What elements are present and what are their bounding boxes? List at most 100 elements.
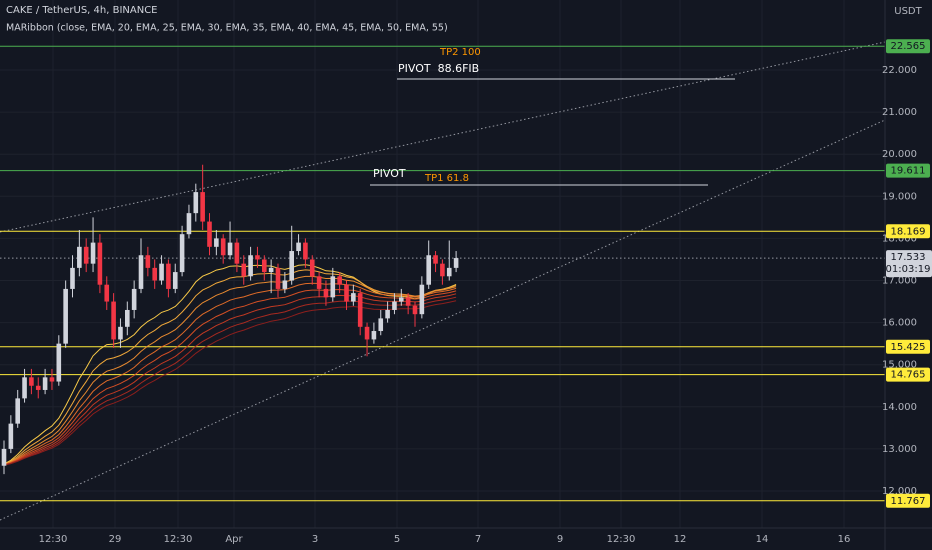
candle-body <box>399 297 404 302</box>
y-tick-label: 14.000 <box>882 402 917 413</box>
candle-body <box>344 284 349 302</box>
x-tick-label: 29 <box>109 534 122 545</box>
candle-body <box>419 284 425 315</box>
candle-body <box>145 255 151 268</box>
candle-body <box>200 192 205 222</box>
level-label-box <box>886 339 930 354</box>
currency-label: USDT <box>894 6 922 17</box>
candle-body <box>214 238 219 247</box>
candle-body <box>42 377 48 390</box>
candle-body <box>70 267 75 289</box>
candle-body <box>15 398 20 424</box>
candle-body <box>330 276 336 298</box>
countdown-label: 01:03:19 <box>886 264 931 275</box>
candle-body <box>371 331 377 340</box>
candle-body <box>77 246 82 268</box>
candle-body <box>440 263 445 277</box>
y-tick-label: 22.000 <box>882 65 917 76</box>
x-tick-label: 12 <box>674 534 687 545</box>
ma-ribbon-line <box>3 288 457 466</box>
candle-body <box>166 263 171 289</box>
ma-ribbon-line <box>3 300 457 466</box>
candle-body <box>125 309 130 327</box>
candle-body <box>275 267 281 289</box>
candle-body <box>193 192 199 214</box>
candle-body <box>179 234 185 273</box>
y-tick-label: 15.000 <box>882 360 917 371</box>
level-label: 14.765 <box>891 370 926 381</box>
x-tick-label: 12:30 <box>39 534 68 545</box>
candle-body <box>282 280 288 289</box>
candle-body <box>309 259 315 277</box>
candle-body <box>268 267 274 273</box>
x-tick-label: 14 <box>756 534 769 545</box>
level-label: 22.565 <box>891 41 926 52</box>
x-tick-label: 9 <box>557 534 563 545</box>
level-label-box <box>886 493 930 508</box>
x-tick-label: 12:30 <box>164 534 193 545</box>
candle-body <box>392 301 397 310</box>
candle-body <box>241 263 247 277</box>
candle-body <box>227 242 233 256</box>
candle-body <box>248 255 253 277</box>
candle-body <box>234 242 240 264</box>
candle-body <box>323 288 329 298</box>
level-label: 18.169 <box>891 226 926 237</box>
candle-body <box>83 246 89 264</box>
candle-body <box>49 377 55 382</box>
level-label-box <box>886 39 930 54</box>
candle-body <box>364 326 370 340</box>
y-tick-label: 13.000 <box>882 444 917 455</box>
chart-title: CAKE / TetherUS, 4h, BINANCE <box>6 5 158 16</box>
x-tick-label: 12:30 <box>607 534 636 545</box>
candle-body <box>1 448 7 466</box>
level-label: 15.425 <box>891 342 926 353</box>
candle-body <box>90 242 96 264</box>
candle-body <box>172 272 178 289</box>
candle-body <box>22 377 27 399</box>
last-price-label: 17.533 <box>891 252 926 263</box>
candle-body <box>56 343 62 382</box>
candle-body <box>8 423 14 449</box>
y-tick-label: 12.000 <box>882 486 917 497</box>
annotation: TP1 61.8 <box>424 173 469 184</box>
ma-ribbon-line <box>3 275 457 466</box>
candle-body <box>316 276 322 289</box>
y-tick-label: 17.000 <box>882 276 917 287</box>
candle-body <box>186 213 192 235</box>
candle-body <box>118 326 123 340</box>
candle-body <box>35 385 41 390</box>
candle-body <box>296 242 301 252</box>
candle-body <box>255 255 260 260</box>
candle-body <box>426 255 431 285</box>
candle-body <box>262 259 267 273</box>
candle-body <box>433 255 438 264</box>
candle-body <box>378 318 384 332</box>
candle-body <box>385 309 390 319</box>
candle-body <box>111 301 116 340</box>
y-tick-label: 20.000 <box>882 149 917 160</box>
y-tick-label: 18.000 <box>882 233 917 244</box>
candle-body <box>29 377 34 386</box>
ma-ribbon-line <box>3 296 457 466</box>
ma-ribbon-line <box>3 293 457 466</box>
level-label-box <box>886 224 930 239</box>
candle-body <box>412 305 418 315</box>
candle-body <box>152 267 157 281</box>
level-label: 11.767 <box>891 496 926 507</box>
y-tick-label: 19.000 <box>882 191 917 202</box>
candle-body <box>446 267 452 277</box>
lower-trend-line <box>0 119 886 521</box>
candle-body <box>351 293 356 302</box>
candle-body <box>159 263 164 281</box>
annotation: TP2 100 <box>439 47 481 58</box>
y-tick-label: 21.000 <box>882 107 917 118</box>
x-tick-label: Apr <box>225 534 243 545</box>
candle-body <box>289 251 294 281</box>
x-tick-label: 5 <box>394 534 400 545</box>
indicator-legend: MARibbon (close, EMA, 20, EMA, 25, EMA, … <box>6 23 448 34</box>
candle-body <box>220 238 226 256</box>
ma-ribbon-line <box>3 282 457 466</box>
